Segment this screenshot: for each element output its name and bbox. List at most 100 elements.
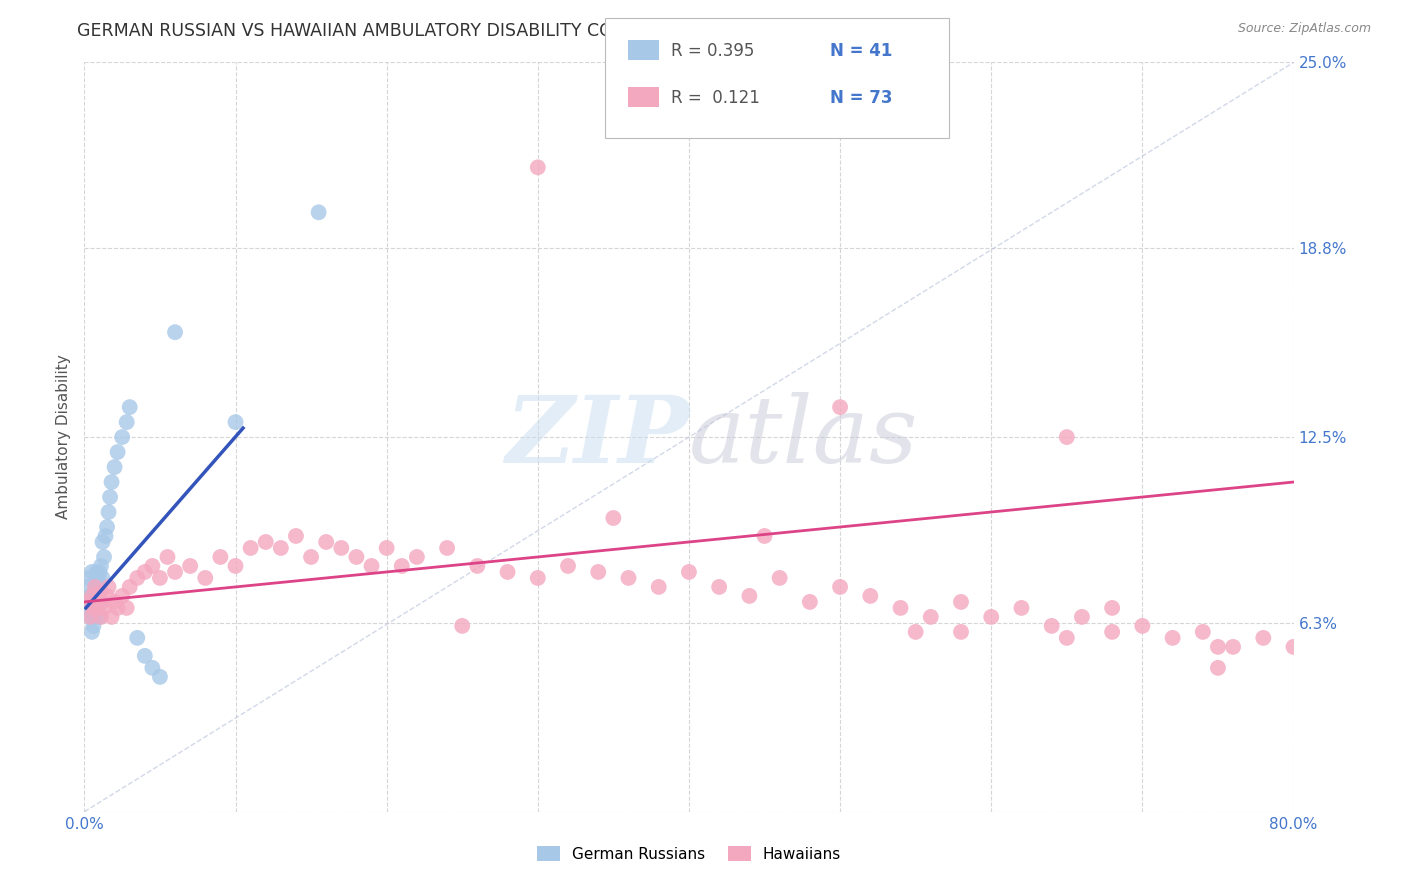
Point [90, 595, 112, 609]
Point [617, 571, 640, 585]
Point [239, 541, 262, 555]
Point [80, 565, 103, 579]
Point [709, 580, 731, 594]
Point [799, 595, 821, 609]
Point [94, 529, 117, 543]
Point [527, 161, 550, 175]
Point [754, 529, 776, 543]
Point [100, 610, 122, 624]
Point [86, 601, 108, 615]
Point [127, 571, 149, 585]
Point [980, 610, 1002, 624]
Point [1282, 640, 1305, 654]
Point [156, 549, 179, 564]
Point [330, 541, 353, 555]
Point [1071, 610, 1094, 624]
Point [165, 565, 187, 579]
Point [89, 565, 111, 579]
Point [82, 586, 104, 600]
Text: atlas: atlas [689, 392, 918, 482]
Point [904, 624, 927, 639]
Point [86, 595, 108, 609]
Point [1056, 430, 1078, 444]
Point [87, 601, 110, 615]
Point [225, 415, 247, 429]
Point [141, 661, 163, 675]
Point [97, 505, 120, 519]
Point [111, 589, 134, 603]
Point [149, 670, 172, 684]
Point [1206, 640, 1229, 654]
Point [299, 549, 322, 564]
Point [76, 580, 98, 594]
Point [79, 610, 101, 624]
Point [391, 558, 413, 573]
Point [93, 549, 115, 564]
Text: R =  0.121: R = 0.121 [671, 89, 759, 107]
Point [557, 558, 579, 573]
Point [467, 558, 489, 573]
Point [1101, 601, 1123, 615]
Point [209, 549, 232, 564]
Point [79, 589, 101, 603]
Point [127, 631, 149, 645]
Point [89, 580, 111, 594]
Point [360, 558, 382, 573]
Point [1222, 640, 1244, 654]
Point [84, 580, 107, 594]
Point [115, 601, 138, 615]
Point [769, 571, 792, 585]
Text: Source: ZipAtlas.com: Source: ZipAtlas.com [1237, 22, 1371, 36]
Point [89, 586, 111, 600]
Point [602, 511, 624, 525]
Point [96, 520, 118, 534]
Text: N = 41: N = 41 [830, 42, 891, 60]
Point [859, 589, 882, 603]
Point [225, 558, 247, 573]
Text: N = 73: N = 73 [830, 89, 891, 107]
Point [86, 565, 108, 579]
Point [91, 571, 114, 585]
Point [950, 624, 973, 639]
Legend: German Russians, Hawaiians: German Russians, Hawaiians [530, 839, 848, 868]
Point [77, 571, 100, 585]
Point [1161, 631, 1184, 645]
Point [96, 589, 118, 603]
Point [87, 571, 110, 585]
Point [830, 580, 852, 594]
Point [134, 648, 156, 663]
Point [84, 595, 107, 609]
Point [104, 595, 127, 609]
Point [84, 610, 107, 624]
Point [285, 529, 308, 543]
Point [90, 610, 112, 624]
Text: R = 0.395: R = 0.395 [671, 42, 754, 60]
Point [87, 589, 110, 603]
Text: ZIP: ZIP [505, 392, 689, 482]
Point [950, 595, 973, 609]
Point [890, 601, 912, 615]
Point [90, 558, 112, 573]
Point [165, 325, 187, 339]
Point [588, 565, 610, 579]
Point [97, 580, 120, 594]
Point [100, 475, 122, 489]
Point [111, 430, 134, 444]
Point [179, 558, 201, 573]
Point [141, 558, 163, 573]
Point [98, 490, 121, 504]
Point [1192, 624, 1215, 639]
Point [82, 601, 104, 615]
Point [254, 535, 277, 549]
Point [830, 400, 852, 414]
Point [82, 601, 104, 615]
Point [118, 580, 141, 594]
Point [107, 601, 129, 615]
Point [77, 601, 100, 615]
Point [91, 535, 114, 549]
Point [648, 580, 671, 594]
Point [80, 624, 103, 639]
Point [375, 541, 398, 555]
Text: GERMAN RUSSIAN VS HAWAIIAN AMBULATORY DISABILITY CORRELATION CHART: GERMAN RUSSIAN VS HAWAIIAN AMBULATORY DI… [77, 22, 776, 40]
Point [738, 589, 761, 603]
